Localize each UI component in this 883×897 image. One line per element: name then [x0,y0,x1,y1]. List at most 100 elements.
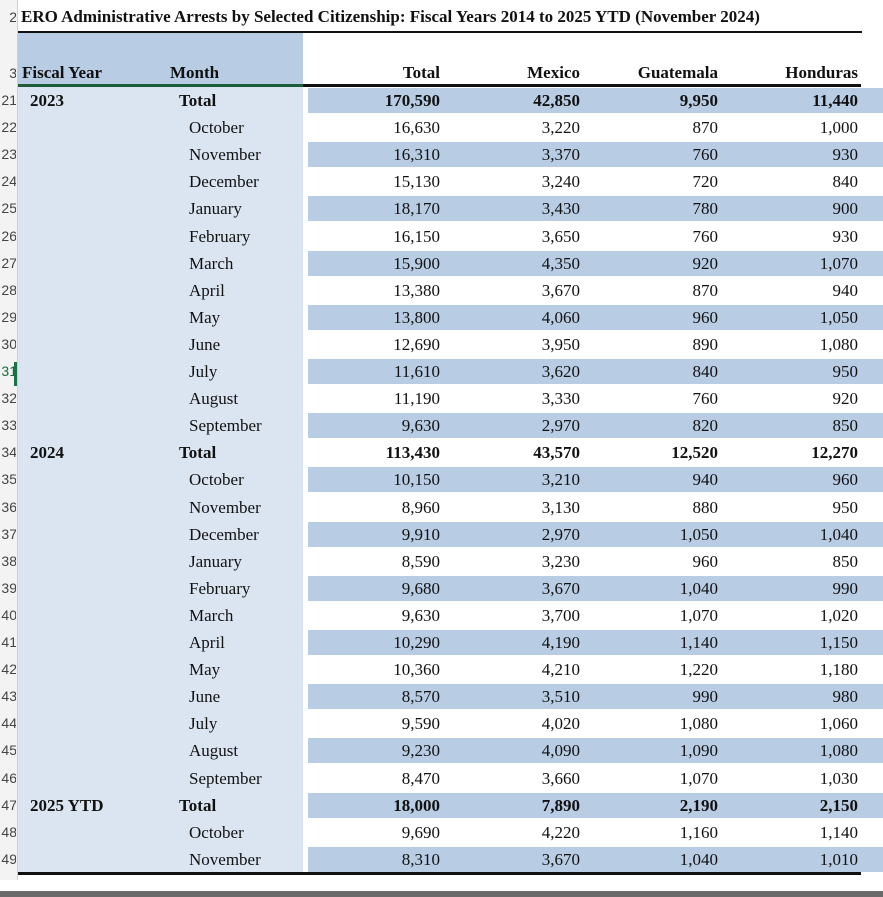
cell-fiscal-year[interactable]: 2025 YTD [30,795,104,815]
cell-total[interactable]: 12,690 [393,334,440,354]
cell-total[interactable]: 16,310 [393,145,440,165]
cell-month[interactable]: November [189,497,261,517]
cell-mexico[interactable]: 4,060 [541,307,580,327]
row-number[interactable]: 40 [0,602,16,629]
cell-month[interactable]: October [189,822,244,842]
cell-total[interactable]: 11,190 [393,389,440,409]
cell-month[interactable]: January [189,199,242,219]
cell-mexico[interactable]: 3,670 [541,849,580,869]
cell-month[interactable]: November [189,145,261,165]
row-number[interactable]: 2 [0,4,16,31]
row-number[interactable]: 30 [0,331,16,358]
cell-mexico[interactable]: 43,570 [533,443,580,463]
cell-mexico[interactable]: 4,090 [541,741,580,761]
cell-honduras[interactable]: 12,270 [811,443,858,463]
cell-month[interactable]: October [189,470,244,490]
row-number[interactable]: 36 [0,494,16,521]
cell-mexico[interactable]: 3,430 [541,199,580,219]
cell-guatemala[interactable]: 1,040 [679,578,718,598]
cell-guatemala[interactable]: 940 [692,470,719,490]
header-total[interactable]: Total [402,63,440,82]
cell-honduras[interactable]: 980 [832,687,859,707]
cell-guatemala[interactable]: 1,080 [679,714,718,734]
cell-month[interactable]: March [189,253,234,273]
cell-total[interactable]: 8,590 [401,551,440,571]
cell-mexico[interactable]: 7,890 [541,795,580,815]
row-number[interactable]: 31 [0,358,16,385]
cell-total[interactable]: 15,900 [393,253,440,273]
cell-total[interactable]: 15,130 [393,172,440,192]
cell-honduras[interactable]: 1,060 [819,714,858,734]
cell-honduras[interactable]: 940 [832,280,859,300]
row-number[interactable]: 41 [0,629,16,656]
cell-honduras[interactable]: 2,150 [819,795,858,815]
cell-month[interactable]: December [189,172,259,192]
cell-total[interactable]: 9,630 [401,605,440,625]
cell-total[interactable]: 9,910 [401,524,440,544]
row-header-column[interactable]: 2 3 21 22 23 24 25 26 27 28 29 30 31 32 33 34 35 36 37 38 39… [0,0,18,880]
cell-total[interactable]: 16,150 [393,226,440,246]
header-month[interactable]: Month [170,63,220,82]
sheet-title[interactable]: ERO Administrative Arrests by Selected C… [21,7,760,26]
cell-month[interactable]: Total [179,91,217,110]
row-number[interactable]: 23 [0,141,16,168]
cell-honduras[interactable]: 1,080 [819,741,858,761]
cell-guatemala[interactable]: 960 [692,551,719,571]
cell-mexico[interactable]: 3,210 [541,470,580,490]
cell-total[interactable]: 18,170 [393,199,440,219]
cell-guatemala[interactable]: 760 [692,226,719,246]
cell-honduras[interactable]: 1,040 [819,524,858,544]
cell-guatemala[interactable]: 1,070 [679,768,718,788]
cell-month[interactable]: July [189,714,218,734]
row-number[interactable]: 21 [0,87,16,114]
cell-mexico[interactable]: 2,970 [541,524,580,544]
cell-honduras[interactable]: 920 [832,389,859,409]
cell-guatemala[interactable]: 990 [692,687,719,707]
cell-honduras[interactable]: 900 [832,199,859,219]
cell-total[interactable]: 13,380 [393,280,440,300]
cell-mexico[interactable]: 3,510 [541,687,580,707]
header-mexico[interactable]: Mexico [527,63,580,82]
cell-month[interactable]: February [189,578,251,598]
header-fiscal-year[interactable]: Fiscal Year [22,63,103,82]
cell-month[interactable]: November [189,849,261,869]
row-number[interactable]: 45 [0,737,16,764]
cell-total[interactable]: 10,150 [393,470,440,490]
cell-guatemala[interactable]: 1,160 [679,822,718,842]
cell-mexico[interactable]: 3,330 [541,389,580,409]
cell-guatemala[interactable]: 780 [692,199,719,219]
cell-total[interactable]: 9,590 [401,714,440,734]
cell-guatemala[interactable]: 2,190 [679,795,718,815]
cell-guatemala[interactable]: 870 [692,118,719,138]
cell-mexico[interactable]: 4,220 [541,822,580,842]
cell-month[interactable]: June [189,334,221,354]
cell-mexico[interactable]: 3,230 [541,551,580,571]
cell-month[interactable]: September [189,768,262,788]
cell-guatemala[interactable]: 760 [692,389,719,409]
cell-total[interactable]: 9,230 [401,741,440,761]
row-number[interactable]: 32 [0,385,16,412]
cell-honduras[interactable]: 11,440 [812,91,858,110]
cell-month[interactable]: October [189,118,244,138]
cell-mexico[interactable]: 4,350 [541,253,580,273]
row-number[interactable]: 33 [0,412,16,439]
cell-honduras[interactable]: 1,180 [819,660,858,680]
cell-total[interactable]: 8,310 [401,849,440,869]
row-number[interactable]: 28 [0,277,16,304]
cell-month[interactable]: August [189,741,239,761]
cell-total[interactable]: 13,800 [393,307,440,327]
cell-honduras[interactable]: 1,050 [819,307,858,327]
cell-honduras[interactable]: 960 [832,470,859,490]
cell-month[interactable]: July [189,362,218,381]
cell-month[interactable]: Total [179,443,217,463]
cell-honduras[interactable]: 1,020 [819,605,858,625]
cell-guatemala[interactable]: 1,050 [679,524,718,544]
cell-fiscal-year[interactable]: 2024 [30,443,64,463]
cell-mexico[interactable]: 3,660 [541,768,580,788]
cell-fiscal-year[interactable]: 2023 [30,91,64,110]
cell-total[interactable]: 9,690 [401,822,440,842]
cell-total[interactable]: 18,000 [393,795,440,815]
row-number[interactable]: 49 [0,846,16,873]
cell-guatemala[interactable]: 820 [692,416,719,436]
cell-guatemala[interactable]: 1,070 [679,605,718,625]
